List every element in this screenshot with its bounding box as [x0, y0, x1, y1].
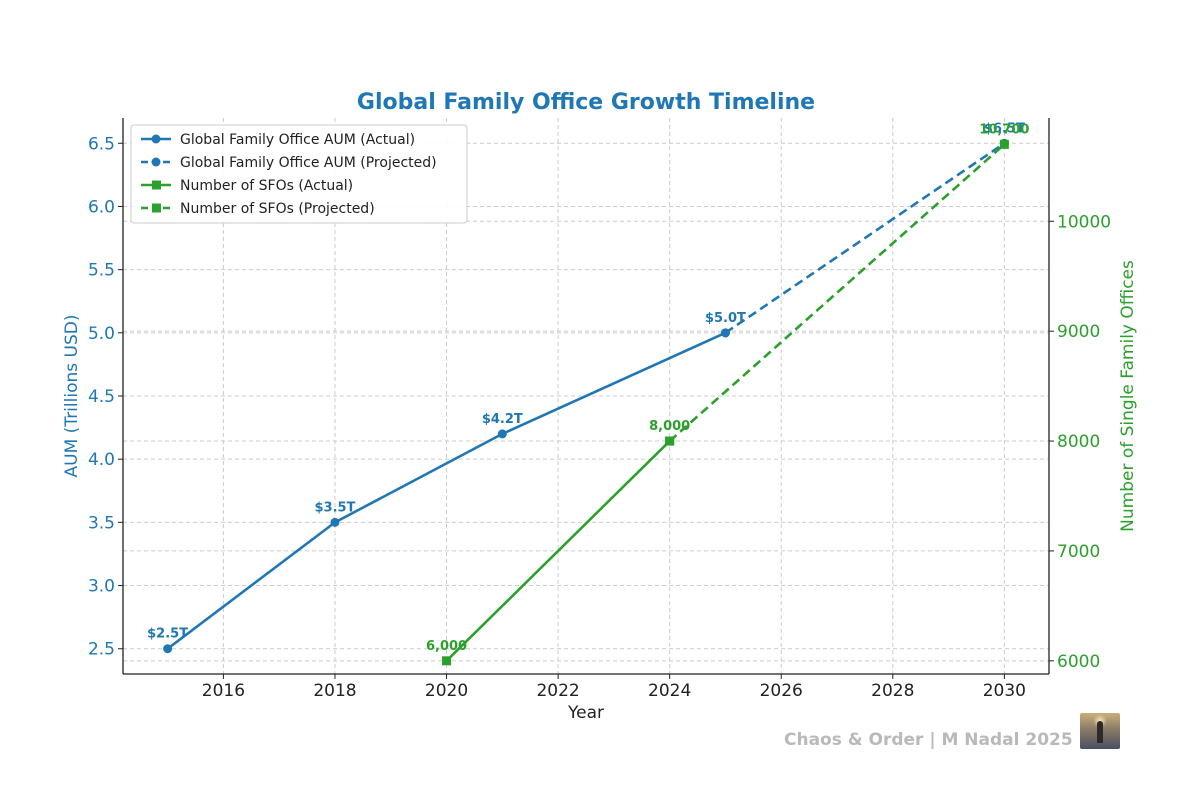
- x-tick-label: 2016: [202, 681, 245, 701]
- x-tick-label: 2022: [536, 681, 579, 701]
- legend: Global Family Office AUM (Actual) Global …: [130, 124, 468, 224]
- x-tick-label: 2026: [760, 681, 803, 701]
- y2-tick-label: 6000: [1057, 652, 1100, 672]
- y2-tick-label: 9000: [1057, 322, 1100, 342]
- y2-tick-label: 8000: [1057, 432, 1100, 452]
- series-point-circle: [497, 429, 507, 439]
- x-tick-label: 2028: [871, 681, 914, 701]
- data-label: $5.0T: [705, 311, 746, 326]
- x-tick-label: 2020: [425, 681, 468, 701]
- legend-swatch-marker: [151, 157, 161, 167]
- series-point-square: [999, 139, 1009, 149]
- y-tick-label: 6.0: [88, 197, 115, 217]
- x-tick-label: 2030: [983, 681, 1026, 701]
- logo-figure: [1097, 721, 1103, 743]
- legend-swatch-marker: [152, 203, 161, 213]
- legend-swatch-marker: [152, 180, 161, 190]
- y-tick-label: 4.5: [88, 387, 115, 407]
- data-label: $6.5T: [984, 121, 1025, 136]
- y-tick-label: 6.5: [88, 134, 115, 154]
- y-tick-label: 5.0: [88, 324, 115, 344]
- series-point-circle: [163, 644, 173, 654]
- data-label: 10,700: [979, 122, 1029, 137]
- x-axis-label: Year: [567, 703, 604, 723]
- data-label: $2.5T: [147, 627, 188, 642]
- legend-entry-label: Number of SFOs (Actual): [180, 178, 353, 194]
- series-point-circle: [330, 517, 340, 527]
- legend-swatch-marker: [151, 134, 161, 144]
- y-axis-label: AUM (Trillions USD): [62, 315, 82, 478]
- x-tick-label: 2024: [648, 681, 691, 701]
- data-label: $4.2T: [482, 412, 523, 427]
- y-tick-label: 2.5: [88, 640, 115, 660]
- data-label: 8,000: [649, 419, 690, 434]
- legend-box: [130, 124, 468, 224]
- axes: 2016 2018 2020 2022 2024 2026 2028 2030 2.5 3.0 3.…: [88, 118, 1111, 701]
- series-line-2: [724, 142, 1006, 334]
- series-line-4: [668, 143, 1006, 443]
- data-label: 6,000: [426, 639, 467, 654]
- series-line-3: [445, 440, 671, 662]
- series-point-square: [665, 436, 675, 446]
- y2-axis-label: Number of Single Family Offices: [1118, 260, 1138, 532]
- data-label: $3.5T: [314, 500, 355, 515]
- y-tick-label: 5.5: [88, 261, 115, 281]
- y2-tick-label: 10000: [1057, 212, 1111, 232]
- series-layer: [163, 138, 1009, 666]
- series-line-1: [166, 331, 726, 650]
- y-tick-label: 4.0: [88, 450, 115, 470]
- legend-entry-label: Global Family Office AUM (Actual): [180, 132, 415, 148]
- credit-watermark: Chaos & Order | M Nadal 2025: [784, 730, 1073, 750]
- series-point-circle: [720, 328, 730, 338]
- y-tick-label: 3.5: [88, 513, 115, 533]
- chart-title: Global Family Office Growth Timeline: [357, 90, 815, 115]
- data-labels: $2.5T $3.5T $4.2T $5.0T $6.5T 6,000 8,000 10,70…: [147, 121, 1029, 654]
- legend-entry-label: Global Family Office AUM (Projected): [180, 155, 437, 171]
- lighthouse-logo-icon: [1080, 713, 1120, 749]
- y-tick-label: 3.0: [88, 577, 115, 597]
- x-tick-label: 2018: [313, 681, 356, 701]
- series-point-square: [442, 656, 452, 666]
- legend-entry-label: Number of SFOs (Projected): [180, 201, 375, 217]
- y2-tick-label: 7000: [1057, 542, 1100, 562]
